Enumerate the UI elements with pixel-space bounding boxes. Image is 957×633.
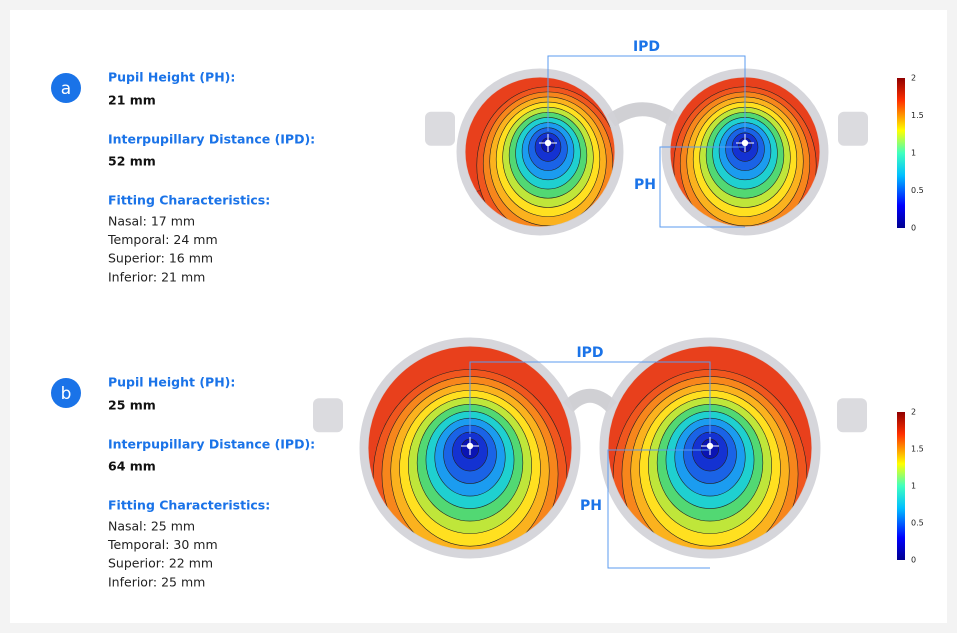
fitting-item: Superior: 16 mm <box>108 251 213 266</box>
ph-bracket <box>659 146 745 228</box>
fitting-item: Temporal: 30 mm <box>107 537 218 552</box>
colorbar-tick-label: 0 <box>911 556 916 565</box>
temple <box>425 111 455 146</box>
colorbar <box>897 78 905 228</box>
colorbar-tick-label: 0 <box>911 224 916 233</box>
bridge <box>562 388 618 413</box>
ph-value: 21 mm <box>108 93 156 108</box>
colorbar <box>897 412 905 560</box>
colorbar-tick-label: 2 <box>911 74 916 83</box>
panel-badge <box>51 73 81 103</box>
ipd-value: 64 mm <box>108 459 156 474</box>
fitting-item: Inferior: 25 mm <box>108 574 205 589</box>
fitting-item: Inferior: 21 mm <box>108 269 205 284</box>
ph-bracket <box>607 449 710 569</box>
ipd-title: Interpupillary Distance (IPD): <box>108 132 315 147</box>
colorbar-tick-label: 1.5 <box>911 445 924 454</box>
panel-badge <box>51 378 81 408</box>
colorbar-tick-label: 1.5 <box>911 111 924 120</box>
lens-map <box>670 77 820 227</box>
fitting-title: Fitting Characteristics: <box>108 193 270 208</box>
ipd-title: Interpupillary Distance (IPD): <box>108 437 315 452</box>
colorbar-tick-label: 0.5 <box>911 519 924 528</box>
colorbar-tick-label: 1 <box>911 482 916 491</box>
fitting-item: Temporal: 24 mm <box>107 232 218 247</box>
temple <box>837 398 867 433</box>
panel: b Pupil Height (PH): 25 mm Interpupillary D… <box>51 337 924 589</box>
pupil-center <box>466 442 474 450</box>
bridge <box>606 102 679 127</box>
ipd-annotation: IPD <box>633 39 660 55</box>
lens-map <box>608 346 812 550</box>
colorbar-tick-label: 0.5 <box>911 186 924 195</box>
ipd-value: 52 mm <box>108 154 156 169</box>
lens-rim <box>359 337 581 559</box>
panel: a Pupil Height (PH): 21 mm Interpupillary D… <box>51 39 924 284</box>
ph-annotation: PH <box>634 177 656 193</box>
panel-label: a <box>61 79 71 99</box>
ph-value: 25 mm <box>108 398 156 413</box>
ipd-bracket <box>469 361 711 434</box>
ph-title: Pupil Height (PH): <box>108 70 235 85</box>
lens-rim <box>599 337 821 559</box>
panel-label: b <box>61 384 72 404</box>
pupil-center <box>544 139 552 147</box>
ipd-annotation: IPD <box>576 345 603 361</box>
pupil-center <box>741 139 749 147</box>
ph-annotation: PH <box>580 498 602 514</box>
fitting-item: Superior: 22 mm <box>108 556 213 571</box>
fitting-item: Nasal: 25 mm <box>108 519 195 534</box>
fitting-item: Nasal: 17 mm <box>108 214 195 229</box>
pupil-center <box>706 442 714 450</box>
colorbar-tick-label: 2 <box>911 408 916 417</box>
ipd-bracket <box>547 55 746 131</box>
temple <box>838 111 868 146</box>
temple <box>313 398 343 433</box>
lens-rim <box>456 68 624 236</box>
fitting-title: Fitting Characteristics: <box>108 498 270 513</box>
colorbar-tick-label: 1 <box>911 149 916 158</box>
ph-title: Pupil Height (PH): <box>108 375 235 390</box>
